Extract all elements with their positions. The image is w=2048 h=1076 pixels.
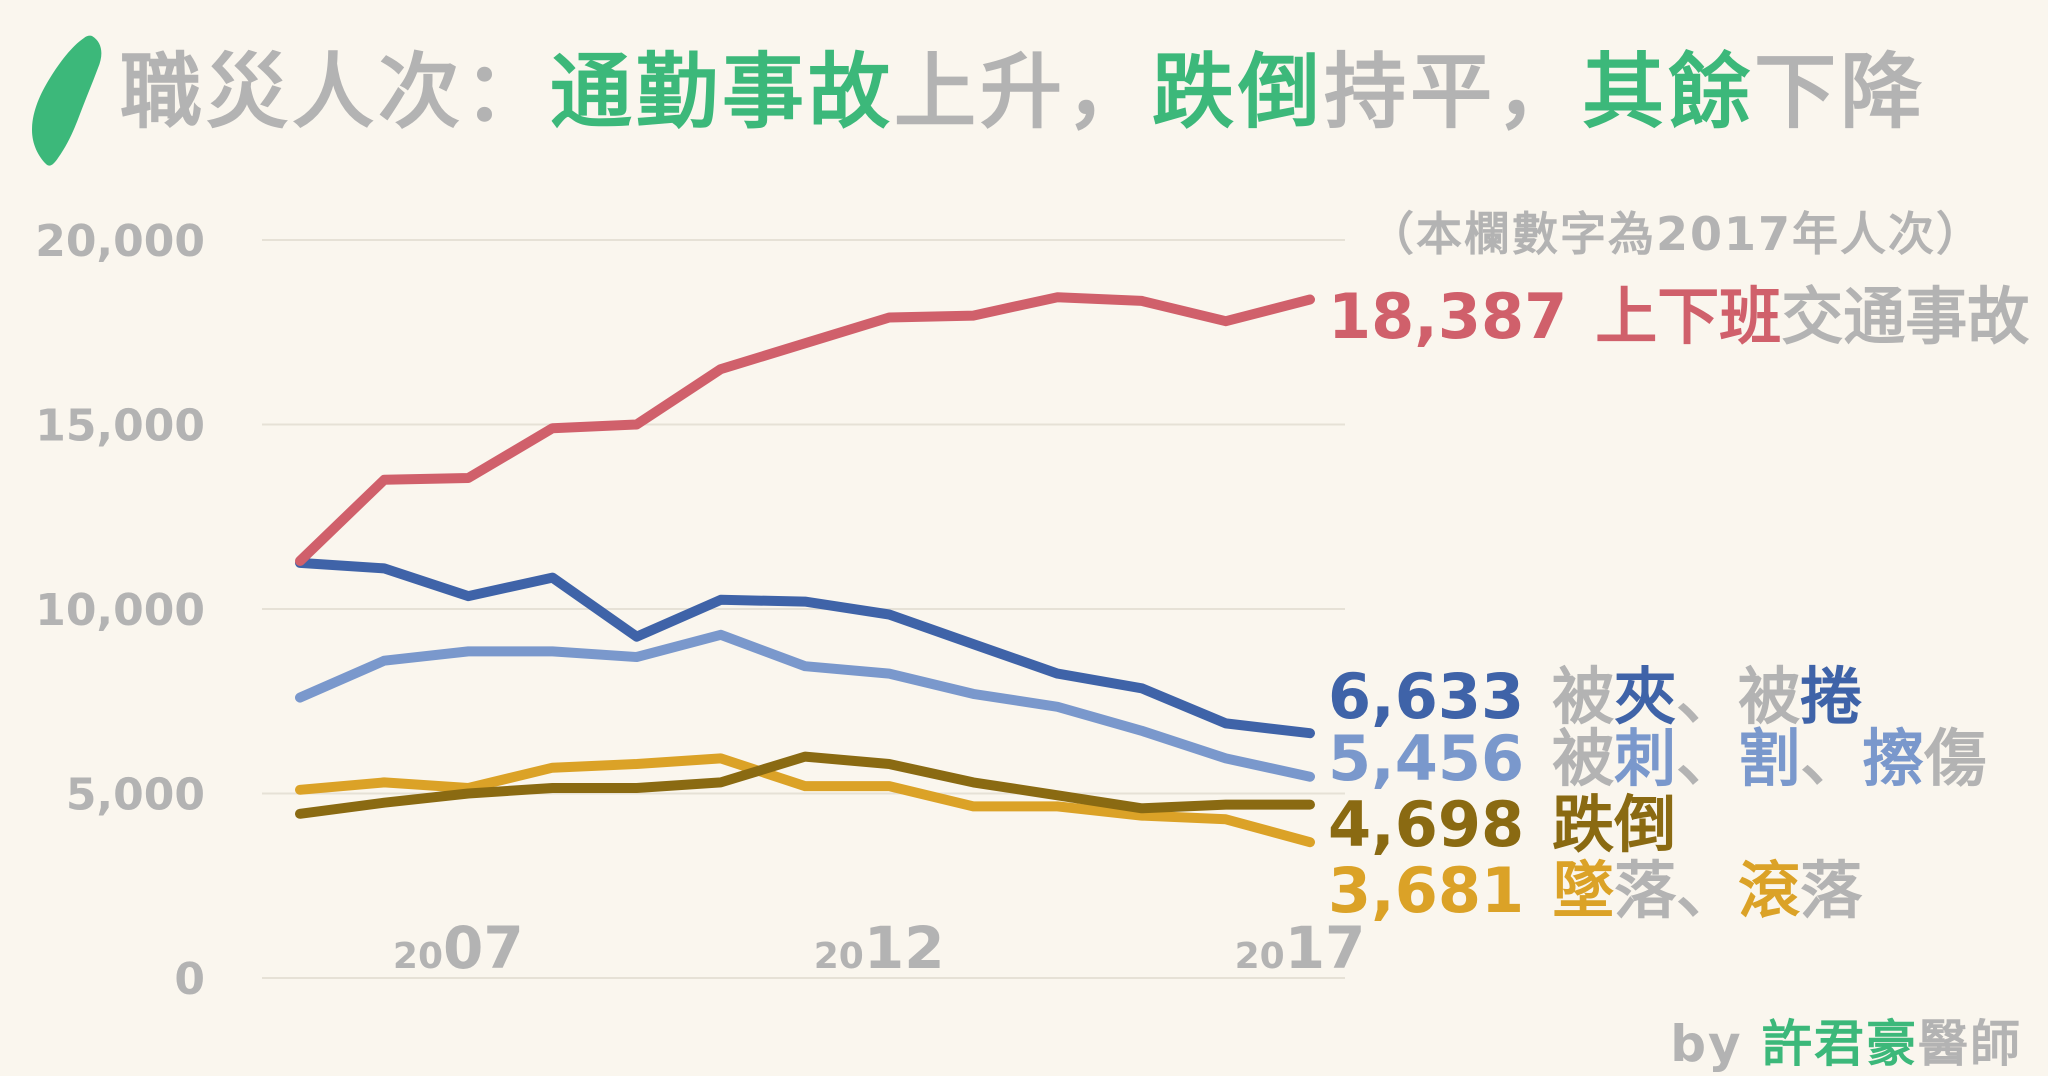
series-name-part: 跌倒 (1552, 788, 1677, 861)
y-tick-label: 0 (174, 954, 205, 1005)
series-name-part: 、 (1676, 722, 1739, 795)
x-tick-label: 2007 (393, 914, 524, 982)
series-line (295, 557, 1315, 739)
byline-prefix: by (1670, 1015, 1762, 1073)
series-name-part: 、 (1800, 722, 1863, 795)
byline-suffix: 醫師 (1918, 1015, 2022, 1073)
series-label: 6,633 被夾、被捲 (1328, 666, 1862, 728)
series-name-part: 刺 (1614, 722, 1677, 795)
chart-title: 職災人次：通勤事故上升，跌倒持平，其餘下降 (120, 52, 1926, 134)
series-line (295, 751, 1315, 819)
title-part: 跌倒 (1152, 45, 1325, 140)
series-label: 5,456 被刺、割、擦傷 (1328, 728, 1986, 790)
taiwan-map-icon (32, 35, 102, 166)
series-name-part: 被 (1552, 660, 1615, 733)
series-name-part: 落、 (1614, 854, 1739, 927)
y-tick-label: 10,000 (35, 585, 205, 636)
series-line (295, 292, 1315, 566)
series-name-part: 夾 (1614, 660, 1677, 733)
series-name-part: 傷 (1924, 722, 1987, 795)
series-name-part: 上下班 (1595, 280, 1782, 353)
x-tick-label: 2012 (814, 914, 945, 982)
title-part: 通勤事故 (550, 45, 895, 140)
series-end-value: 6,633 (1328, 660, 1525, 733)
series-label: 3,681 墜落、滾落 (1328, 860, 1862, 922)
series-line (295, 629, 1315, 782)
series-name-part: 滾 (1738, 854, 1801, 927)
y-tick-label: 15,000 (35, 401, 205, 452)
title-part: 持平， (1324, 45, 1583, 140)
chart-note: （本欄數字為2017年人次） (1368, 207, 1985, 261)
title-part: 下降 (1754, 45, 1927, 140)
series-label: 18,387 上下班交通事故 (1328, 286, 2029, 348)
author-credit: by 許君豪醫師 (1670, 1004, 2022, 1076)
series-line (295, 753, 1315, 848)
series-label: 4,698 跌倒 (1328, 794, 1676, 856)
series-end-value: 18,387 (1328, 280, 1568, 353)
x-tick-label: 2017 (1235, 914, 1366, 982)
title-part: 其餘 (1582, 45, 1755, 140)
series-end-value: 4,698 (1328, 788, 1525, 861)
y-tick-label: 20,000 (35, 216, 205, 267)
y-tick-label: 5,000 (66, 770, 205, 821)
series-name-part: 擦 (1862, 722, 1925, 795)
title-part: 職災人次： (120, 45, 551, 140)
series-name-part: 交通事故 (1781, 280, 2030, 353)
byline-author-name: 許君豪 (1762, 1015, 1918, 1073)
series-name-part: 被 (1552, 722, 1615, 795)
series-name-part: 墜 (1552, 854, 1615, 927)
series-name-part: 落 (1800, 854, 1863, 927)
series-name-part: 割 (1738, 722, 1801, 795)
series-name-part: 、被 (1676, 660, 1801, 733)
series-end-value: 3,681 (1328, 854, 1525, 927)
series-end-value: 5,456 (1328, 722, 1525, 795)
series-name-part: 捲 (1800, 660, 1863, 733)
title-part: 上升， (894, 45, 1153, 140)
